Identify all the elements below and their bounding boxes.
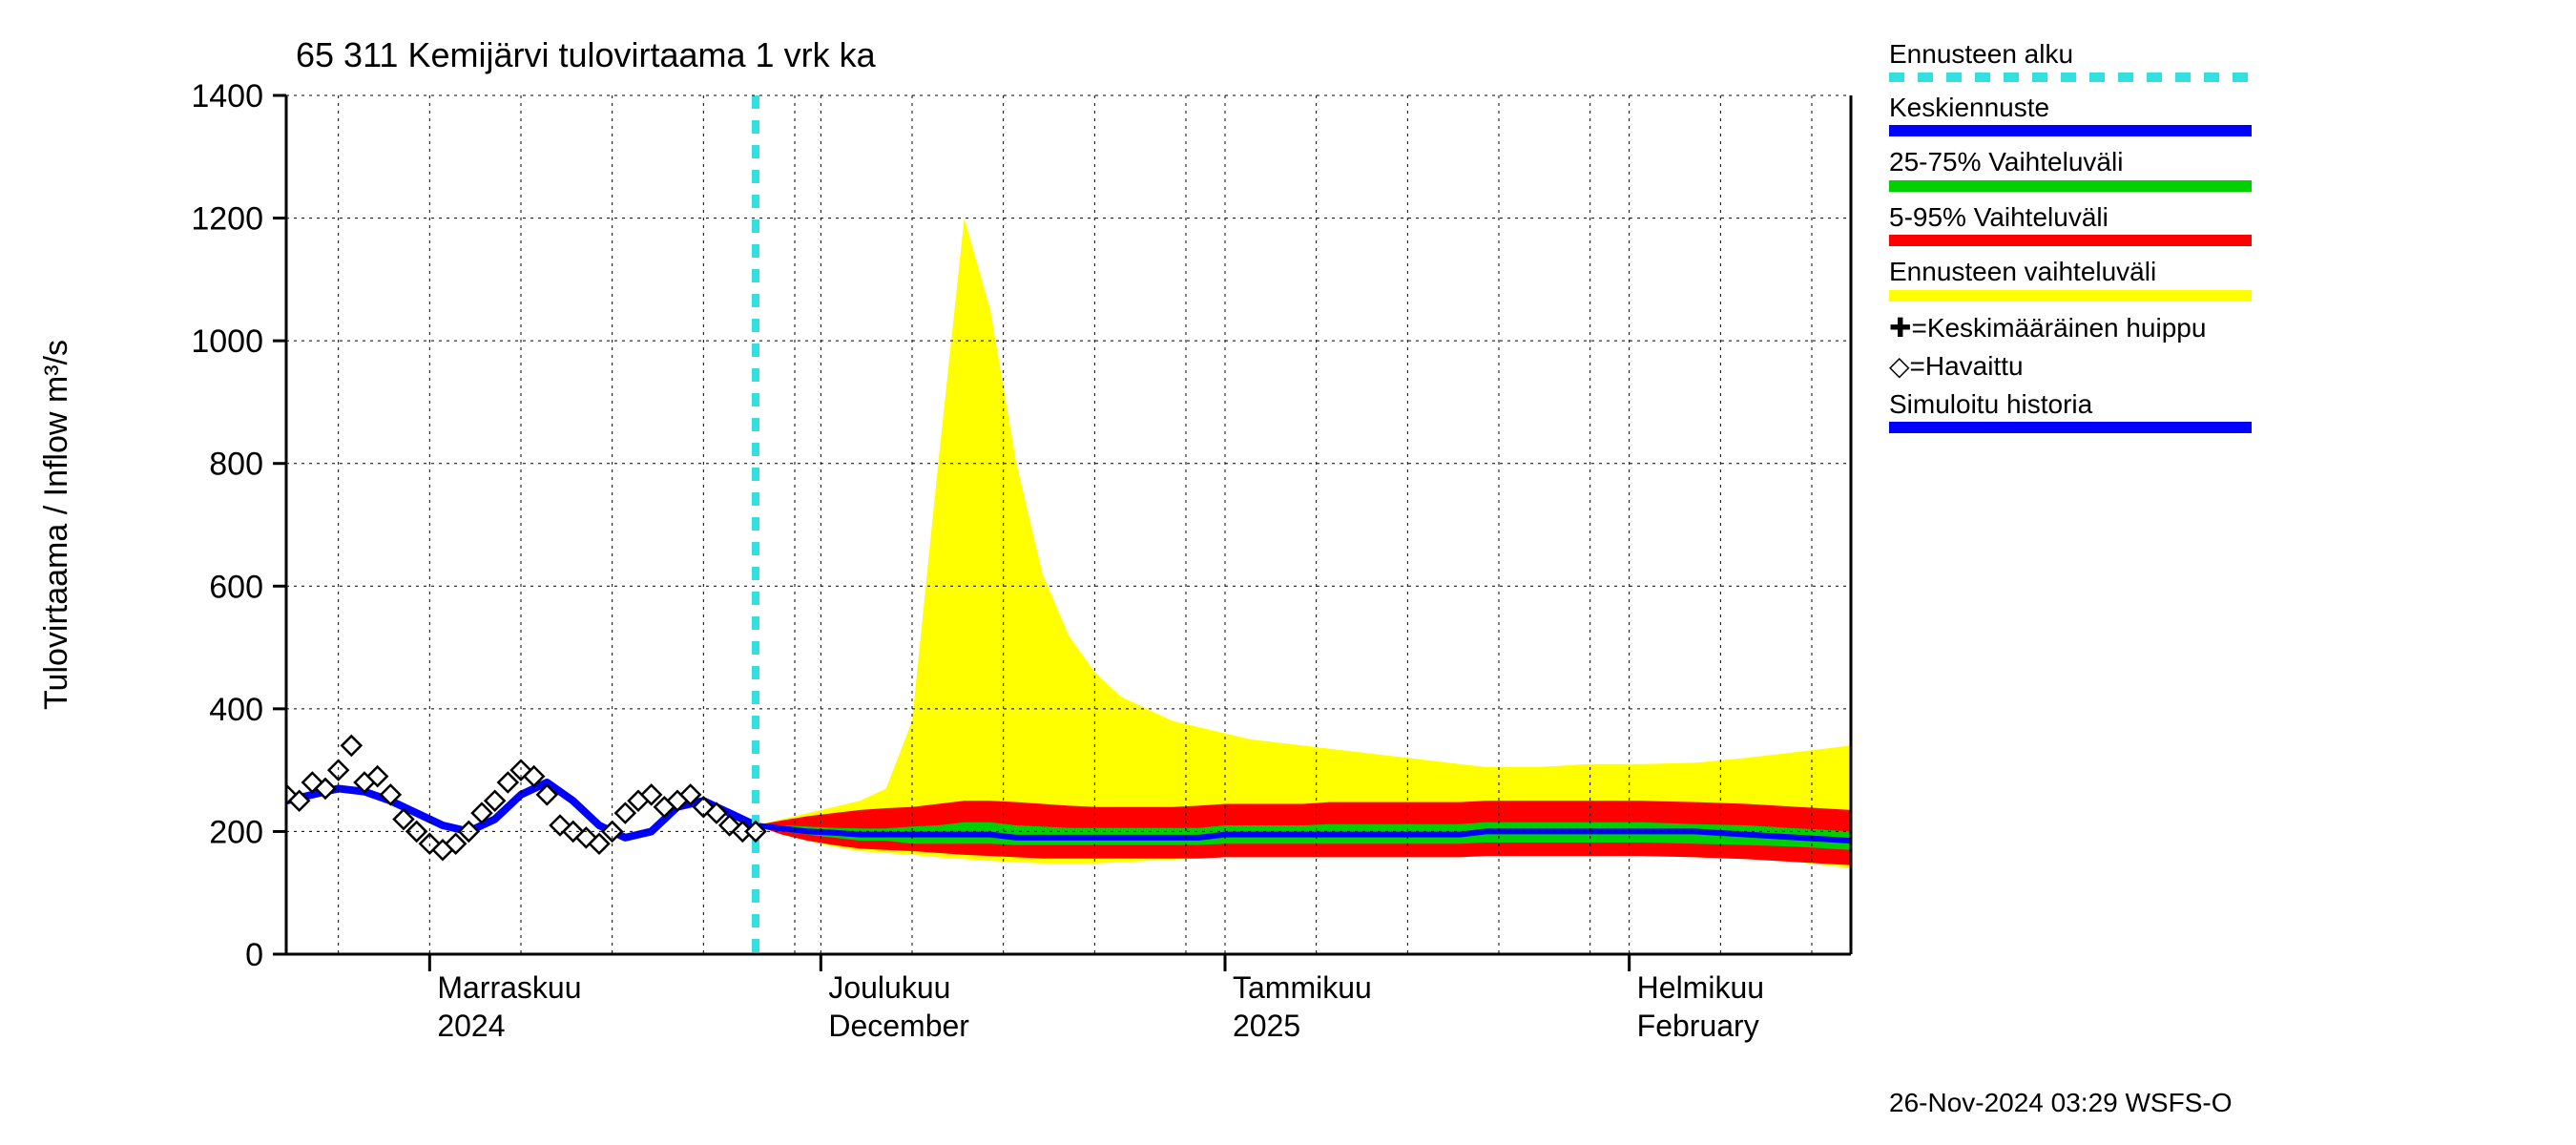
legend-item-b0595: 5-95% Vaihteluväli	[1889, 201, 2366, 247]
svg-text:600: 600	[209, 569, 263, 605]
legend-item-forecast_start: Ennusteen alku	[1889, 38, 2366, 82]
svg-text:200: 200	[209, 814, 263, 850]
chart-container: 0 200 400 600 800 1000 1200 1400 Marraskuu 2024 Jo…	[0, 0, 2576, 1145]
svg-text:Helmikuu: Helmikuu	[1637, 970, 1764, 1005]
svg-text:December: December	[828, 1009, 969, 1043]
legend-swatch	[1889, 73, 2252, 82]
svg-text:February: February	[1637, 1009, 1759, 1043]
legend-item-b2575: 25-75% Vaihteluväli	[1889, 146, 2366, 192]
legend: Ennusteen alku Keskiennuste 25-75% Vaihtel…	[1889, 38, 2366, 443]
svg-text:Joulukuu: Joulukuu	[828, 970, 950, 1005]
legend-item-median: Keskiennuste	[1889, 92, 2366, 137]
svg-text:400: 400	[209, 692, 263, 728]
legend-label: 25-75% Vaihteluväli	[1889, 146, 2366, 178]
legend-label: 5-95% Vaihteluväli	[1889, 201, 2366, 234]
legend-swatch	[1889, 422, 2252, 433]
legend-swatch	[1889, 235, 2252, 246]
svg-text:Tulovirtaama / Inflow m³/s: Tulovirtaama / Inflow m³/s	[38, 340, 74, 710]
legend-swatch	[1889, 180, 2252, 192]
legend-item-range: Ennusteen vaihteluväli	[1889, 256, 2366, 302]
legend-item-mean_peak: ✚=Keskimääräinen huippu	[1889, 311, 2366, 345]
legend-swatch	[1889, 125, 2252, 136]
svg-text:2025: 2025	[1233, 1009, 1300, 1043]
svg-text:Tammikuu: Tammikuu	[1233, 970, 1372, 1005]
legend-label: Ennusteen alku	[1889, 38, 2366, 71]
legend-symbol: ✚=Keskimääräinen huippu	[1889, 311, 2366, 345]
svg-text:1200: 1200	[191, 201, 263, 238]
footer-timestamp: 26-Nov-2024 03:29 WSFS-O	[1889, 1088, 2233, 1118]
legend-label: Ennusteen vaihteluväli	[1889, 256, 2366, 288]
legend-item-observed: ◇=Havaittu	[1889, 349, 2366, 384]
svg-text:Marraskuu: Marraskuu	[437, 970, 581, 1005]
svg-text:800: 800	[209, 447, 263, 483]
svg-text:65 311 Kemijärvi tulovirtaama: 65 311 Kemijärvi tulovirtaama 1 vrk ka	[296, 35, 877, 74]
legend-symbol: ◇=Havaittu	[1889, 349, 2366, 384]
svg-text:1400: 1400	[191, 78, 263, 114]
legend-label: Simuloitu historia	[1889, 388, 2366, 421]
svg-text:2024: 2024	[437, 1009, 505, 1043]
svg-text:0: 0	[245, 937, 263, 973]
svg-text:1000: 1000	[191, 323, 263, 360]
legend-label: Keskiennuste	[1889, 92, 2366, 124]
legend-item-sim_hist: Simuloitu historia	[1889, 388, 2366, 434]
legend-swatch	[1889, 290, 2252, 302]
